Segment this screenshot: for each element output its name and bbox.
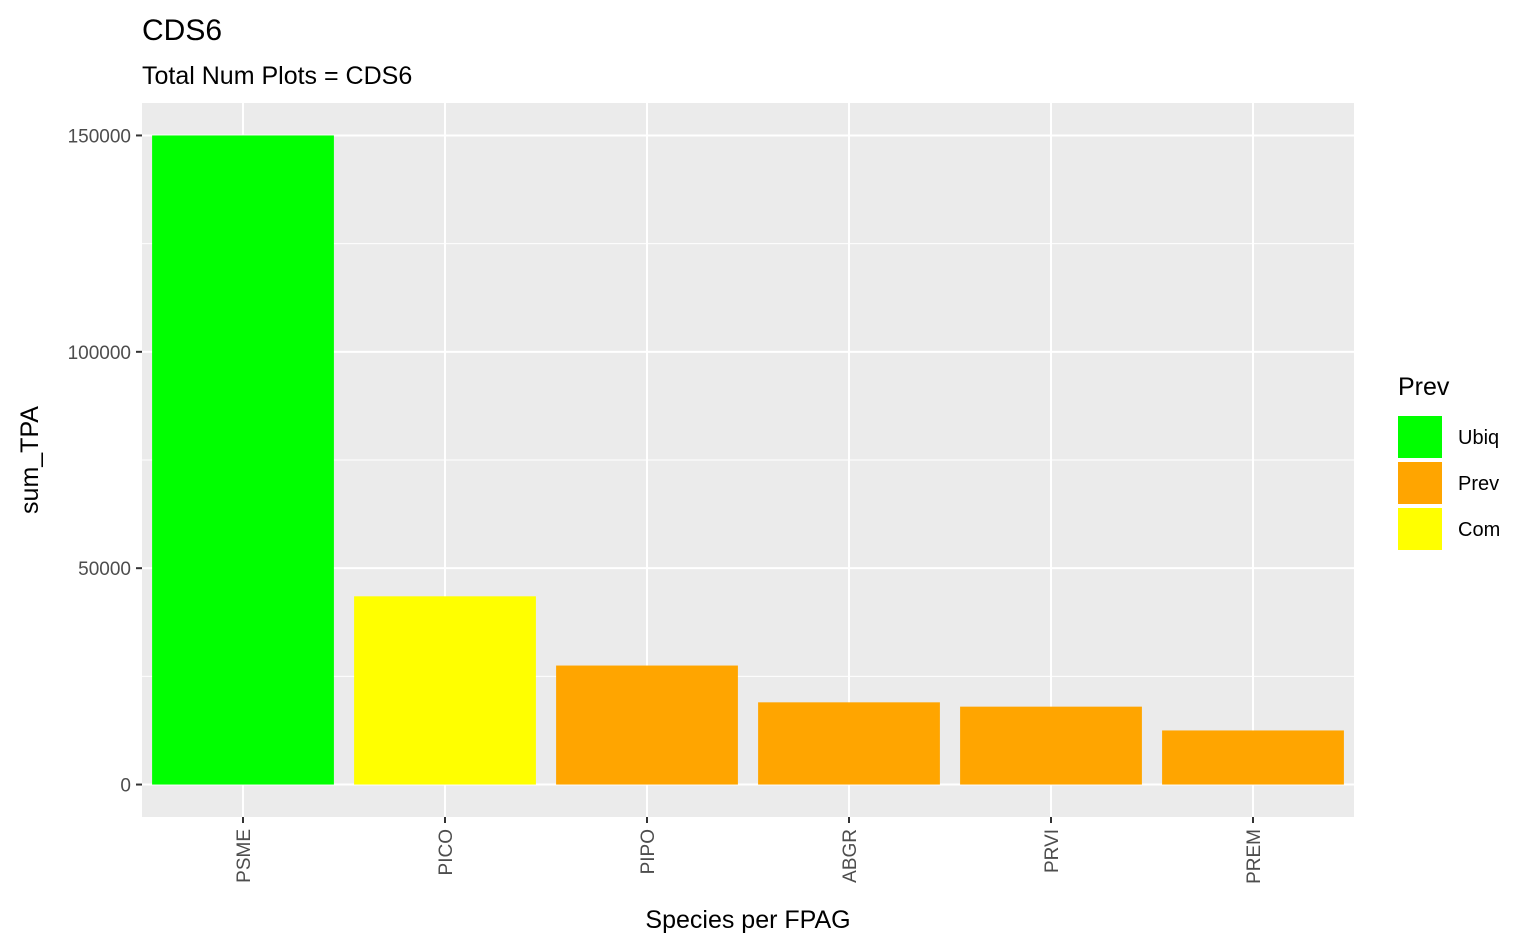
bar-pipo	[556, 665, 738, 785]
legend-label-prev: Prev	[1458, 473, 1499, 495]
y-tick-label: 0	[120, 776, 131, 797]
bar-prvi	[960, 706, 1142, 785]
legend: Prev Ubiq Prev Com	[1398, 373, 1500, 550]
x-tick-label-prem: PREM	[1244, 829, 1265, 884]
y-tick-label: 150000	[68, 126, 131, 147]
x-tick-label-abgr: ABGR	[840, 829, 861, 883]
legend-items: Ubiq Prev Com	[1398, 416, 1500, 550]
x-tick-label-pico: PICO	[436, 829, 457, 875]
legend-label-com: Com	[1458, 519, 1500, 541]
legend-title: Prev	[1398, 373, 1450, 401]
legend-key-com	[1398, 508, 1442, 550]
legend-key-ubiq	[1398, 416, 1442, 458]
y-tick-label: 50000	[78, 559, 131, 580]
bars	[152, 135, 1344, 785]
x-axis-title: Species per FPAG	[645, 906, 850, 934]
legend-key-prev	[1398, 462, 1442, 504]
bar-psme	[152, 135, 334, 785]
legend-label-ubiq: Ubiq	[1458, 427, 1499, 449]
x-axis-ticks: PSME PICO PIPO ABGR PRVI PREM	[234, 817, 1265, 884]
bar-pico	[354, 596, 536, 785]
x-tick-label-prvi: PRVI	[1042, 829, 1063, 873]
bar-abgr	[758, 702, 940, 785]
y-axis-ticks: 0 50000 100000 150000	[68, 126, 142, 797]
x-tick-label-psme: PSME	[234, 829, 255, 883]
x-tick-label-pipo: PIPO	[638, 829, 659, 874]
chart-subtitle: Total Num Plots = CDS6	[142, 62, 412, 90]
chart-title: CDS6	[142, 14, 222, 47]
bar-prem	[1162, 730, 1344, 785]
y-axis-title: sum_TPA	[16, 406, 44, 514]
y-tick-label: 100000	[68, 343, 131, 364]
